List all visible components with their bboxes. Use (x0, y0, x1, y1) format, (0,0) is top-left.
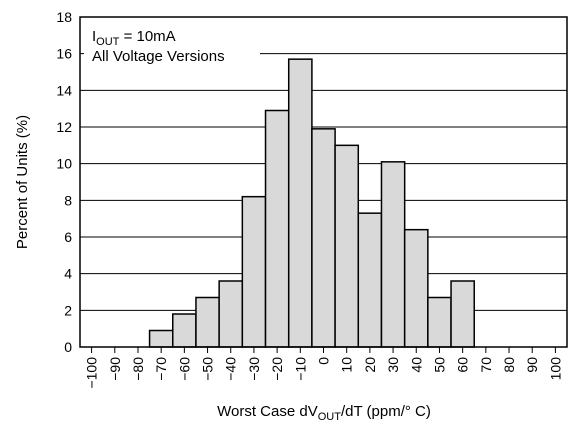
y-tick-label: 18 (56, 9, 72, 25)
x-tick-label: −60 (176, 357, 192, 381)
annotation-line-1: IOUT = 10mA (92, 28, 176, 48)
y-axis-ticks: 0 2 4 6 8 10 12 14 16 18 (56, 9, 72, 355)
annotation-i: I (92, 28, 96, 45)
x-tick-label: 40 (408, 357, 424, 373)
x-tick-label: 60 (455, 357, 471, 373)
y-tick-label: 12 (56, 119, 72, 135)
x-tick-label: 90 (524, 357, 540, 373)
histogram-bar (380, 161, 406, 348)
x-tick-label: −10 (292, 357, 308, 381)
annotation-background (84, 21, 260, 69)
x-tick-label: −20 (269, 357, 285, 381)
x-tick-label: 0 (316, 357, 332, 365)
histogram-bar (357, 212, 383, 348)
y-tick-label: 16 (56, 46, 72, 62)
x-tick-label: −80 (130, 357, 146, 381)
x-tick-label: 70 (478, 357, 494, 373)
annotation-line-2: All Voltage Versions (92, 48, 225, 65)
histogram-bar (172, 313, 197, 348)
y-tick-label: 2 (64, 302, 72, 318)
y-tick-label: 4 (64, 266, 72, 282)
x-tick-label: −90 (107, 357, 123, 381)
y-tick-label: 0 (64, 339, 72, 355)
histogram-bar (195, 296, 220, 348)
x-axis-ticks: −100 −90 −80 −70 −60 −50 −40 −30 −20 −10 0 10 20 30 40… (84, 347, 563, 389)
x-tick-label: 10 (339, 357, 355, 373)
annotation-value: = 10mA (119, 28, 175, 45)
x-axis-label-post: /dT (ppm/° C) (341, 403, 431, 420)
x-tick-label: −70 (153, 357, 169, 381)
x-tick-label: 50 (431, 357, 447, 373)
histogram-bar (264, 109, 290, 348)
x-tick-label: −30 (246, 357, 262, 381)
x-axis-label-sub: OUT (318, 411, 342, 423)
x-tick-label: 30 (385, 357, 401, 373)
histogram-bar (241, 195, 267, 348)
histogram-bar (148, 329, 174, 348)
histogram-bar (218, 280, 244, 348)
annotation-sub: OUT (96, 36, 120, 48)
y-axis-label: Percent of Units (%) (14, 115, 31, 249)
histogram-bar (427, 296, 452, 348)
x-tick-label: 80 (501, 357, 517, 373)
x-axis-label: Worst Case dVOUT/dT (ppm/° C) (217, 403, 431, 423)
y-tick-label: 8 (64, 192, 72, 208)
histogram-bar (287, 58, 313, 348)
histogram-bar (403, 228, 429, 348)
bars-layer (148, 58, 475, 348)
y-tick-label: 10 (56, 156, 72, 172)
x-tick-label: 20 (362, 357, 378, 373)
y-tick-label: 14 (56, 82, 72, 98)
x-axis-label-pre: Worst Case dV (217, 403, 318, 420)
y-tick-label: 6 (64, 229, 72, 245)
histogram-bar (334, 144, 360, 348)
x-tick-label: −100 (84, 357, 100, 389)
histogram-bar (450, 280, 475, 348)
x-tick-label: −40 (223, 357, 239, 381)
x-tick-label: −50 (200, 357, 216, 381)
histogram-bar (311, 128, 336, 348)
x-tick-label: 100 (547, 357, 563, 381)
